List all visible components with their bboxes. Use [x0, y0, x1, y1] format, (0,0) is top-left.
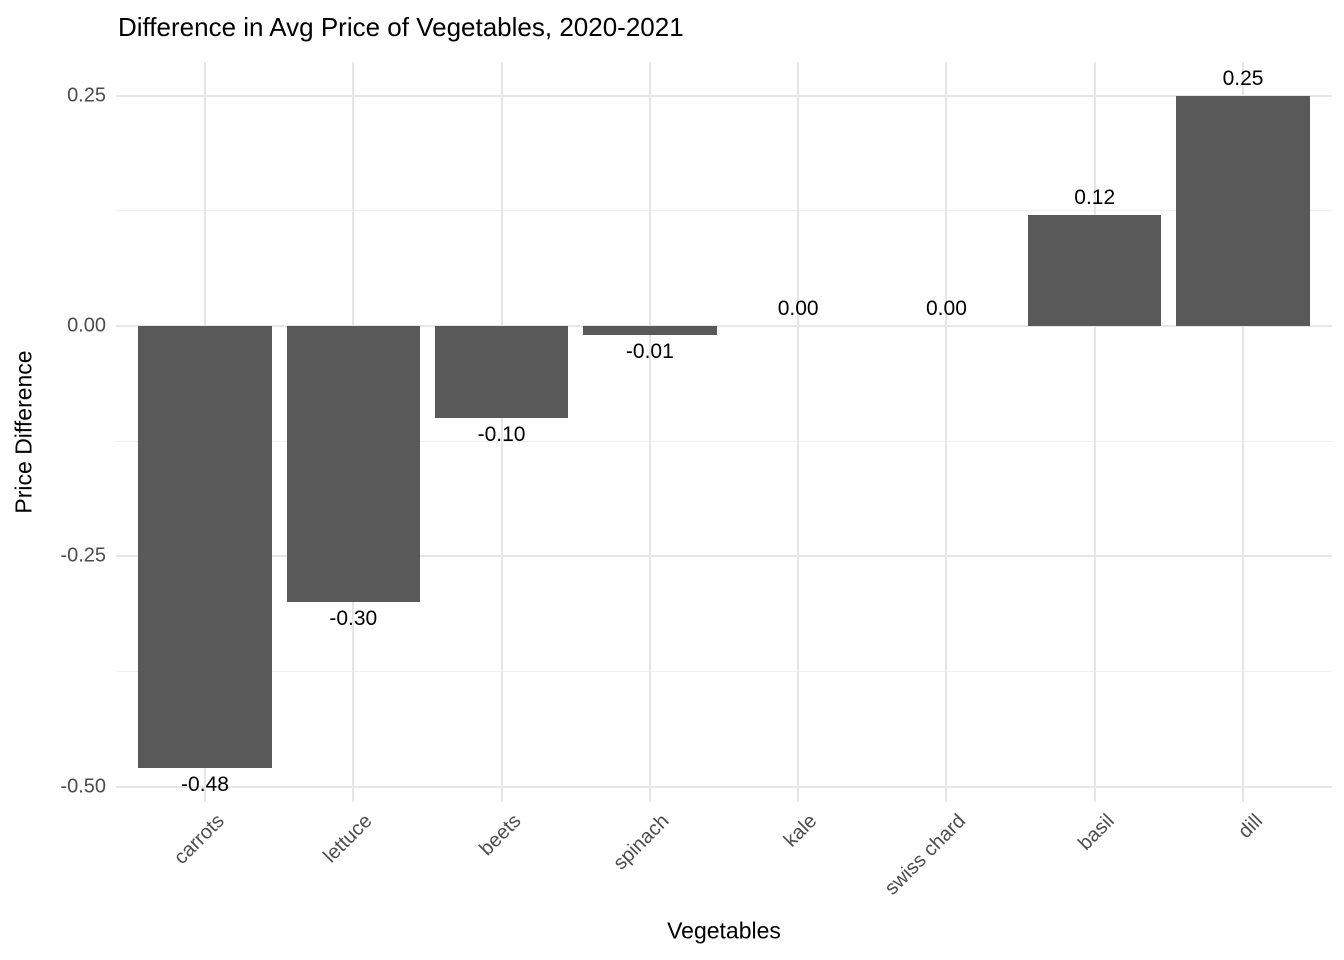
- minor-gridline: [116, 440, 1332, 442]
- x-axis-title: Vegetables: [667, 917, 781, 944]
- x-tick-label-swiss-chard: swiss chard: [880, 810, 971, 900]
- x-tick-label-carrots: carrots: [169, 810, 229, 869]
- bar-carrots: [138, 326, 272, 769]
- minor-gridline: [116, 210, 1332, 212]
- bar-dill: [1176, 95, 1310, 326]
- vertical-gridline: [500, 62, 503, 802]
- vertical-gridline: [648, 62, 651, 802]
- x-tick-label-beets: beets: [474, 810, 526, 861]
- bar-value-label: 0.00: [777, 297, 819, 321]
- bar-basil: [1028, 215, 1162, 326]
- y-tick-label: -0.25: [60, 544, 106, 567]
- bar-value-label: 0.00: [926, 297, 967, 321]
- y-tick-label: 0.25: [67, 84, 106, 107]
- major-gridline: [116, 555, 1332, 558]
- bar-value-label: -0.10: [477, 423, 526, 447]
- vertical-gridline: [797, 62, 800, 802]
- vertical-gridline: [1093, 62, 1096, 802]
- minor-gridline: [116, 671, 1332, 673]
- y-tick-label: 0.00: [67, 314, 106, 337]
- x-tick-label-lettuce: lettuce: [319, 810, 377, 868]
- x-tick-label-dill: dill: [1233, 810, 1267, 843]
- chart-title: Difference in Avg Price of Vegetables, 2…: [118, 12, 684, 42]
- bar-value-label: -0.48: [181, 773, 229, 797]
- major-gridline: [116, 325, 1332, 328]
- y-axis-title: Price Difference: [10, 350, 37, 514]
- vertical-gridline: [945, 62, 948, 802]
- major-gridline: [116, 785, 1332, 788]
- bar-lettuce: [286, 326, 420, 603]
- plot-area: -0.48 -0.30 -0.10 -0.01 0.00 0.00 0.12 0.25: [116, 62, 1332, 802]
- x-tick-label-basil: basil: [1073, 810, 1119, 855]
- x-tick-label-kale: kale: [780, 810, 822, 852]
- x-tick-label-spinach: spinach: [609, 810, 674, 875]
- bar-value-label: -0.01: [625, 340, 674, 364]
- bar-value-label: 0.12: [1074, 186, 1116, 210]
- bar-value-label: -0.30: [329, 607, 378, 631]
- major-gridline: [116, 94, 1332, 97]
- bar-spinach: [583, 326, 717, 336]
- bar-value-label: 0.25: [1222, 66, 1264, 90]
- bar-beets: [434, 326, 569, 419]
- vertical-gridline: [1242, 62, 1245, 802]
- y-tick-label: -0.50: [60, 775, 106, 798]
